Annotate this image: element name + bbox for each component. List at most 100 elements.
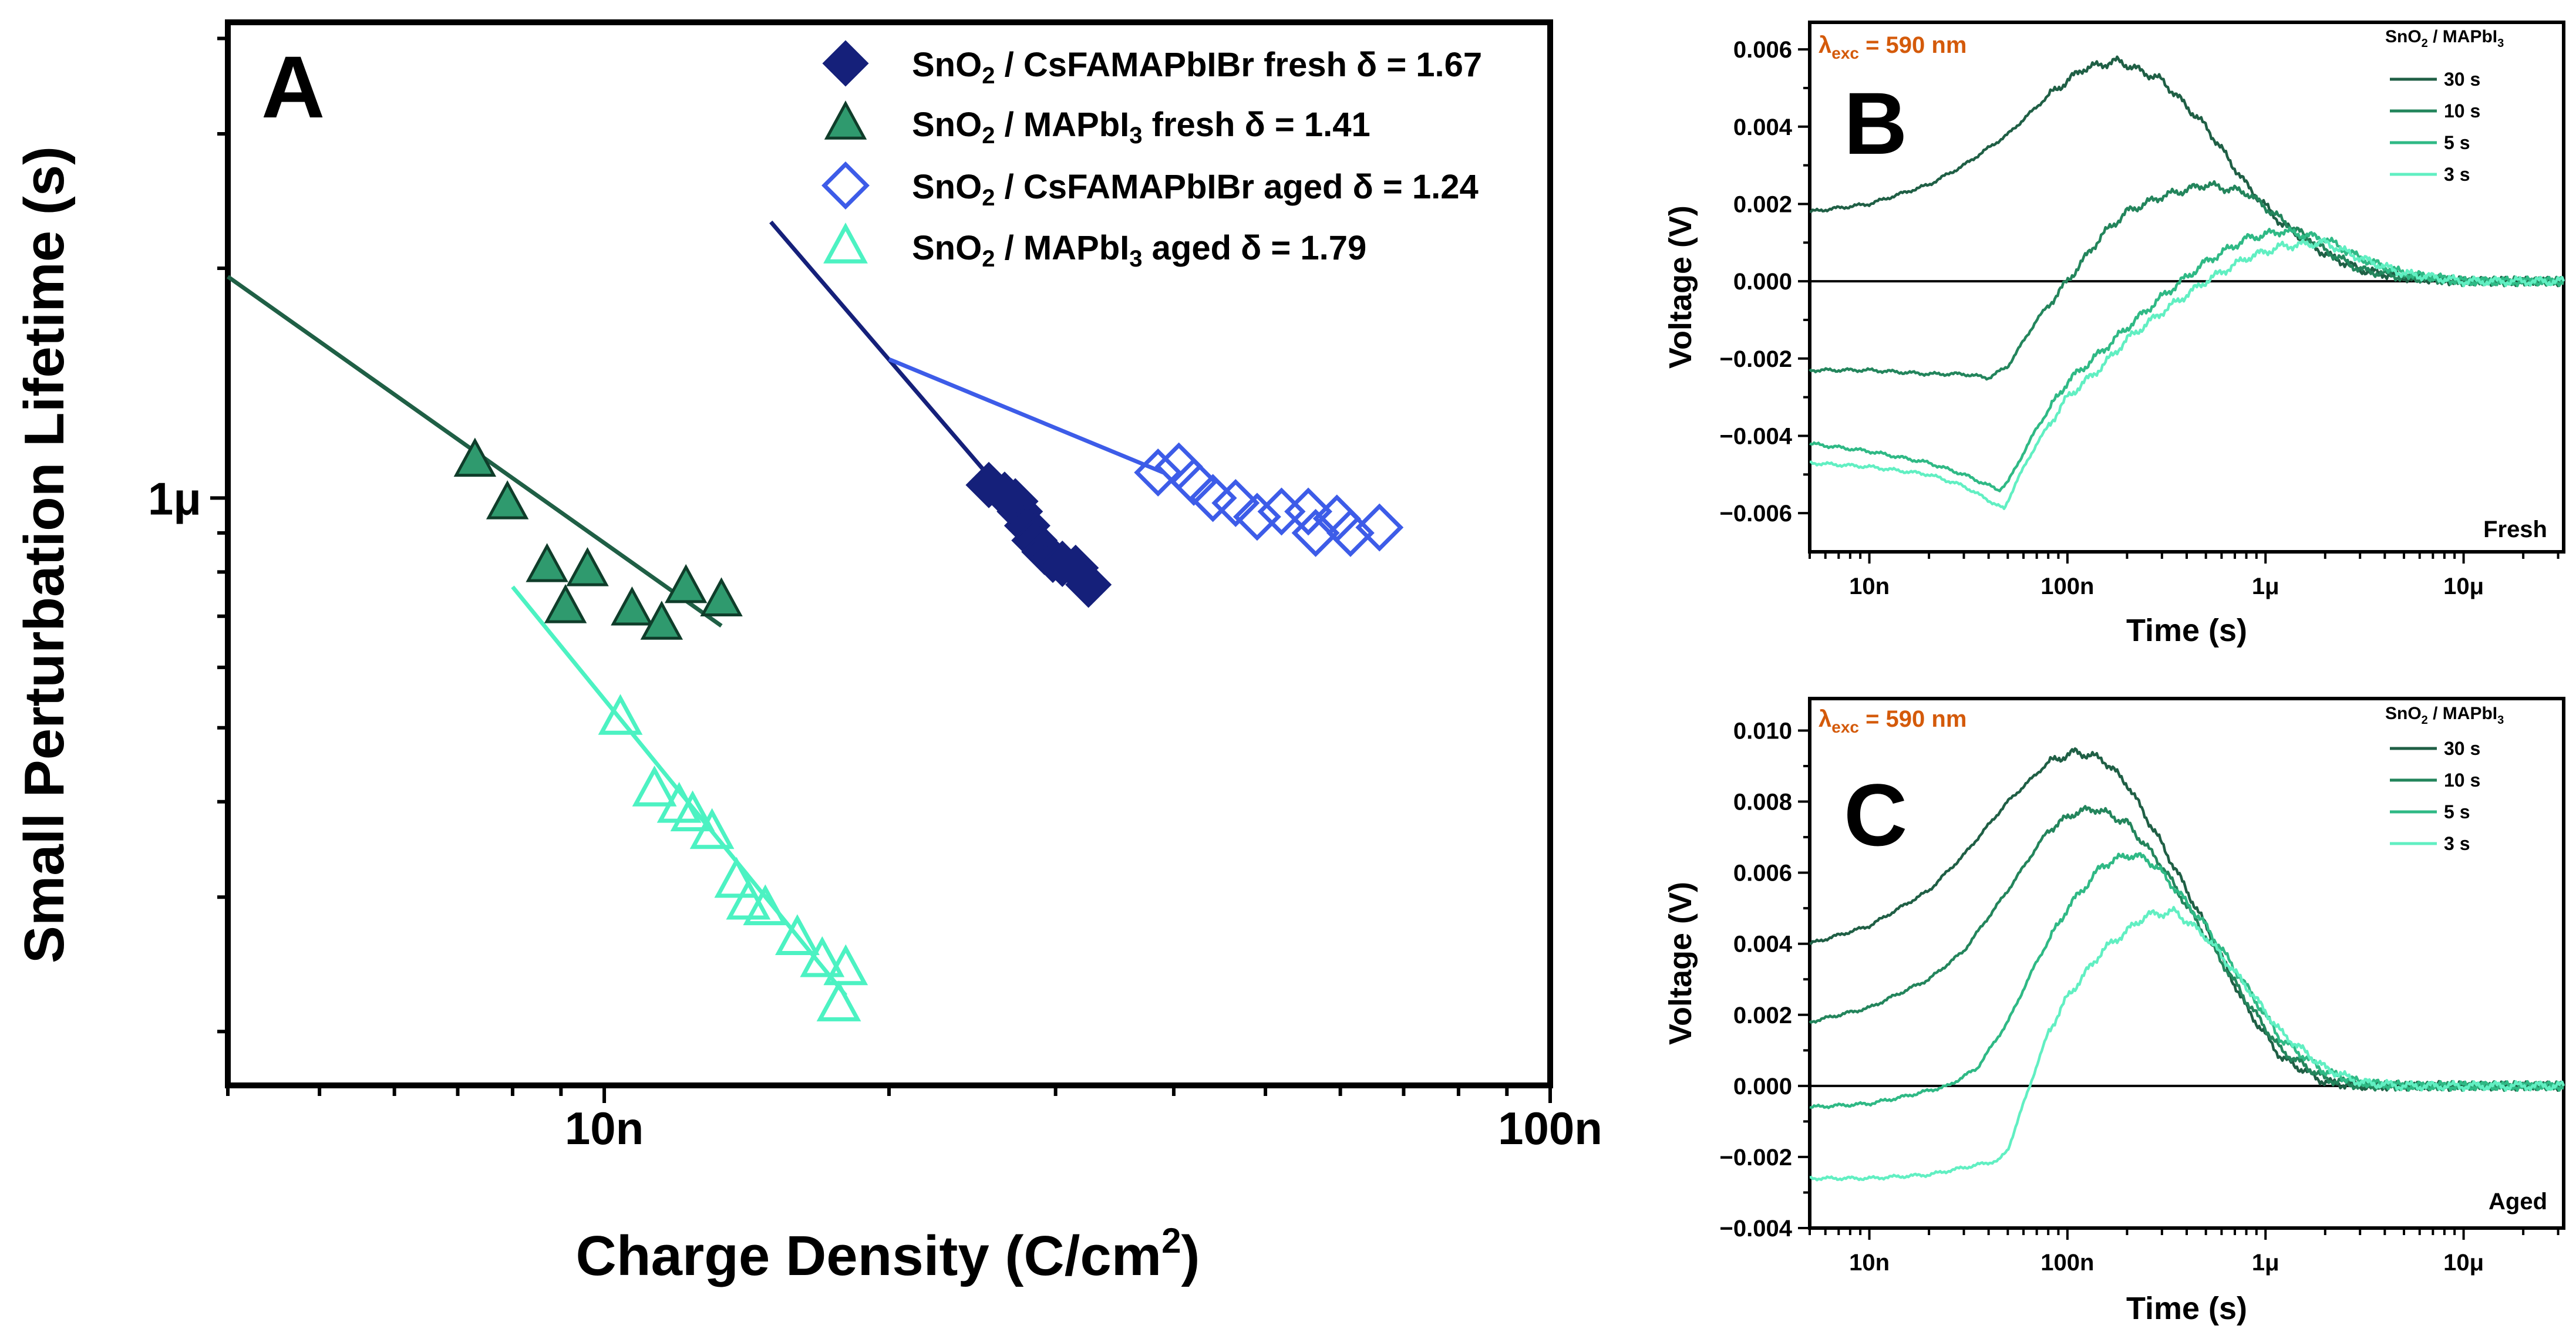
panel-a-x-axis-label-sup: 2 xyxy=(1161,1221,1181,1260)
panel-c-ticks: 10n 100n 1μ 10μ −0.004 −0.002 0.000 0.002 0.004 0… xyxy=(1720,718,2564,1276)
panel-b-y-tick-label: −0.002 xyxy=(1720,346,1792,372)
panel-a-legend-entry: SnO2 / CsFAMAPbIBr aged δ = 1.24 xyxy=(912,168,1479,211)
panel-a-y-tick-label: 1μ xyxy=(148,473,201,524)
panel-a-data-point xyxy=(800,936,845,977)
panel-c-y-tick-label: 0.002 xyxy=(1733,1003,1792,1028)
panel-c-x-axis-label: Time (s) xyxy=(2126,1291,2247,1326)
panel-b: 10n 100n 1μ 10μ −0.006 −0.004 −0.002 0.000 0.002… xyxy=(1663,21,2565,648)
panel-a-data-point xyxy=(700,577,743,616)
panel-a-data-point xyxy=(1170,457,1218,506)
panel-a-data-point xyxy=(670,790,715,832)
panel-a-fit-line xyxy=(511,585,848,997)
panel-b-y-tick-label: 0.006 xyxy=(1733,37,1792,63)
panel-a-data-point xyxy=(743,884,788,926)
panel-c-lambda: λ xyxy=(1819,706,1831,732)
panel-a-data-point xyxy=(1233,493,1281,541)
panel-a-x-axis-label: Charge Density (C/cm2) xyxy=(576,1221,1200,1287)
panel-a-data-point xyxy=(486,480,529,520)
panel-a-legend-marker xyxy=(824,100,867,140)
panel-a-data-point xyxy=(611,586,654,626)
panel-b-excitation-annotation: λexc = 590 nm xyxy=(1819,32,1966,62)
panel-b-y-tick-label: −0.004 xyxy=(1720,423,1793,449)
panel-a-data-point xyxy=(689,808,735,849)
panel-a-y-axis-label: Small Perturbation Lifetime (s) xyxy=(13,146,76,963)
panel-b-label: B xyxy=(1844,74,1907,173)
panel-b-y-tick-label: 0.004 xyxy=(1733,114,1793,140)
panel-a-label: A xyxy=(261,38,325,136)
panel-c-y-axis-label: Voltage (V) xyxy=(1663,882,1698,1045)
panel-b-legend-label: 3 s xyxy=(2444,164,2470,185)
panel-a-data-point xyxy=(1355,503,1404,552)
panel-b-lambda-sub: exc xyxy=(1831,44,1859,62)
panel-b-x-tick-label: 1μ xyxy=(2252,574,2279,599)
panel-a-data-point xyxy=(1284,487,1333,536)
panel-a-legend-marker xyxy=(822,40,869,87)
panel-c-label: C xyxy=(1844,765,1907,864)
panel-a-x-axis-label-end: ) xyxy=(1181,1225,1200,1287)
panel-b-series-line xyxy=(1810,237,2565,510)
panel-a-data-point xyxy=(1326,508,1375,557)
panel-a-data-point xyxy=(1291,508,1340,557)
panel-a-data-point xyxy=(453,437,497,477)
panel-c-x-tick-label: 10n xyxy=(1849,1250,1890,1276)
panel-b-legend-label: 5 s xyxy=(2444,132,2470,153)
panel-a-data-points xyxy=(453,437,1404,1021)
panel-a-ticks: 10n 100n 1μ xyxy=(148,36,1602,1154)
panel-a-data-point xyxy=(775,914,820,956)
panel-c-x-tick-label: 100n xyxy=(2040,1250,2094,1276)
panel-c-condition: Aged xyxy=(2489,1189,2547,1215)
panel-a-data-point xyxy=(640,601,683,640)
panel-a-data-point xyxy=(598,694,643,735)
panel-a-data-point xyxy=(664,564,708,603)
panel-b-lambda: λ xyxy=(1819,32,1831,58)
panel-a: A 10n 100n 1μ SnO2 / CsFAMAPbIBr fresh δ =… xyxy=(13,19,1602,1287)
panel-c-legend-label: 10 s xyxy=(2444,770,2480,791)
panel-b-legend-title: SnO2 / MAPbI3 xyxy=(2385,27,2504,50)
panel-a-x-tick-label: 100n xyxy=(1498,1102,1602,1154)
panel-a-legend-marker xyxy=(821,161,870,210)
panel-c-y-tick-label: 0.006 xyxy=(1733,861,1792,886)
panel-c-series-line xyxy=(1809,747,2565,1092)
panel-c-legend: 30 s 10 s 5 s 3 s xyxy=(2390,738,2480,854)
panel-b-legend: 30 s 10 s 5 s 3 s xyxy=(2390,69,2480,185)
panel-b-y-tick-label: 0.000 xyxy=(1733,269,1792,295)
panel-b-series-line xyxy=(1809,227,2564,493)
panel-c-series-lines xyxy=(1809,747,2565,1182)
panel-a-data-point xyxy=(816,980,861,1021)
panel-c-x-tick-label: 10μ xyxy=(2443,1250,2484,1276)
panel-c-legend-title: SnO2 / MAPbI3 xyxy=(2385,704,2504,727)
panel-a-data-point xyxy=(1154,442,1203,491)
panel-a-data-point xyxy=(823,944,868,986)
panel-b-x-tick-label: 100n xyxy=(2040,574,2094,599)
panel-c-y-tick-label: 0.000 xyxy=(1733,1074,1792,1099)
panel-a-data-point xyxy=(526,543,568,582)
panel-a-data-point xyxy=(632,765,677,807)
panel-a-x-tick-label: 10n xyxy=(565,1102,644,1154)
panel-a-legend-entry: SnO2 / CsFAMAPbIBr fresh δ = 1.67 xyxy=(912,46,1482,89)
panel-b-wavelength: = 590 nm xyxy=(1859,32,1966,58)
panel-c-legend-label: 3 s xyxy=(2444,833,2470,854)
panel-c-series-line xyxy=(1809,906,2565,1182)
panel-a-data-point xyxy=(1065,561,1112,608)
panel-a-fit-lines xyxy=(226,220,1164,997)
panel-a-legend: SnO2 / CsFAMAPbIBr fresh δ = 1.67 SnO2 / … xyxy=(821,40,1482,272)
panel-c: 10n 100n 1μ 10μ −0.004 −0.002 0.000 0.002 0.004 0… xyxy=(1663,697,2565,1326)
panel-c-legend-label: 30 s xyxy=(2444,738,2480,759)
panel-b-y-axis-label: Voltage (V) xyxy=(1663,205,1698,369)
panel-a-fit-line xyxy=(888,357,1164,475)
panel-a-data-point xyxy=(1134,448,1183,497)
panel-c-lambda-sub: exc xyxy=(1831,718,1859,736)
panel-c-excitation-annotation: λexc = 590 nm xyxy=(1819,706,1966,736)
panel-c-y-tick-label: 0.004 xyxy=(1733,932,1793,957)
panel-c-legend-label: 5 s xyxy=(2444,801,2470,822)
panel-b-series-line xyxy=(1809,180,2565,381)
panel-a-data-point xyxy=(714,856,759,898)
panel-a-legend-marker xyxy=(823,222,868,264)
panel-c-y-tick-label: −0.004 xyxy=(1720,1216,1793,1242)
panel-a-data-point xyxy=(1211,478,1260,527)
panel-a-data-point xyxy=(726,878,771,920)
panel-b-y-tick-label: 0.002 xyxy=(1733,191,1792,217)
panel-b-x-tick-label: 10μ xyxy=(2443,574,2484,599)
panel-b-series-lines xyxy=(1809,55,2565,510)
